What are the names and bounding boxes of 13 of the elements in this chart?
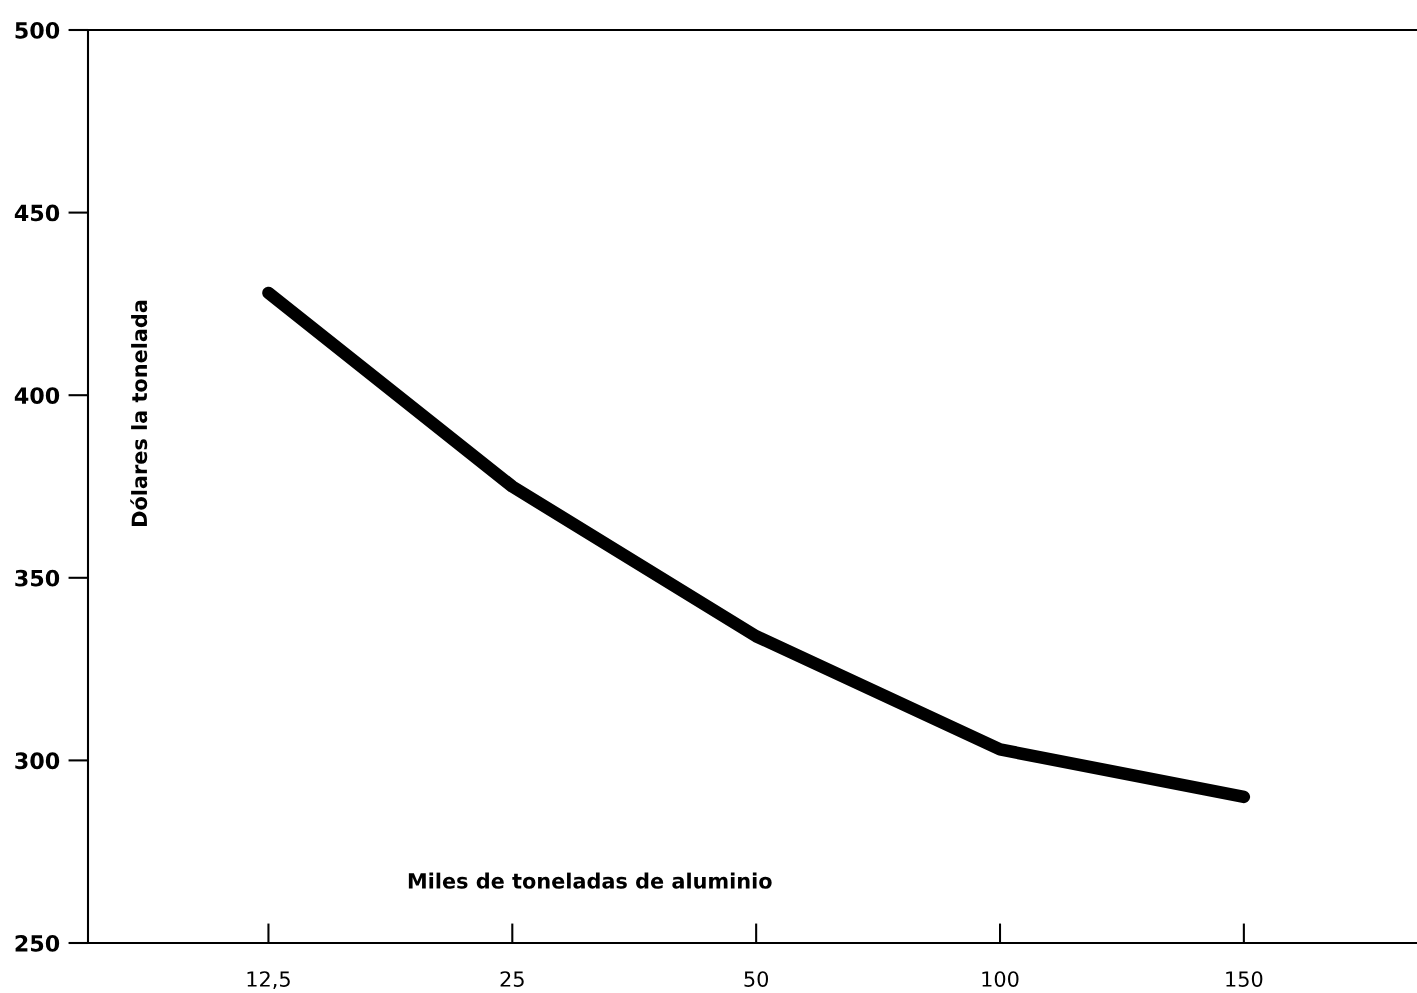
x-tick-label: 150 <box>1226 971 1263 987</box>
x-tick-label: 25 <box>500 971 524 987</box>
y-tick-label: 350 <box>15 569 60 587</box>
y-tick-label: 250 <box>15 934 60 952</box>
y-tick-label: 300 <box>15 752 60 770</box>
y-tick-label: 450 <box>14 204 60 222</box>
y-axis-title: Dólares la tonelada <box>130 300 148 526</box>
x-tick-label: 50 <box>744 971 769 987</box>
y-tick-label: 400 <box>14 387 60 404</box>
y-tick-label: 500 <box>15 21 60 39</box>
x-axis-title: Miles de toneladas de aluminio <box>408 872 772 889</box>
x-tick-label: 100 <box>982 971 1019 987</box>
x-tick-label: 12,5 <box>247 971 290 990</box>
